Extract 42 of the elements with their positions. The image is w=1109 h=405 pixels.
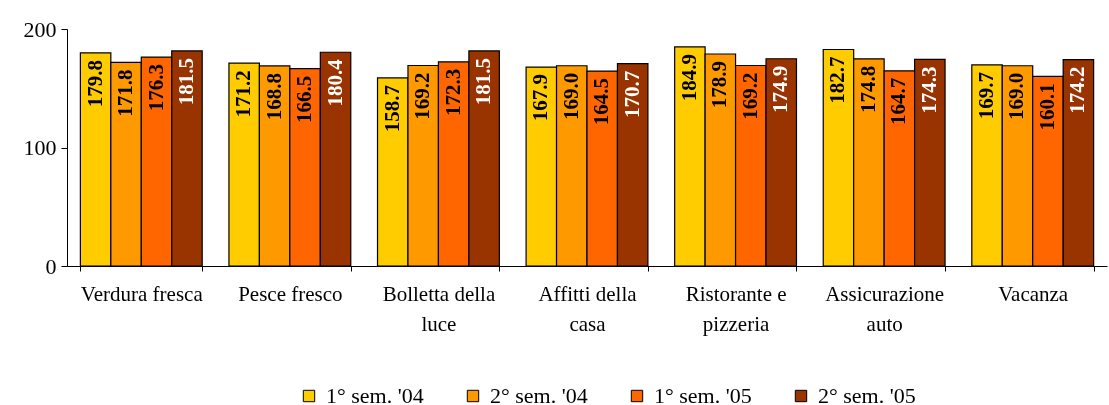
- data-label: 160.1: [1034, 83, 1059, 131]
- data-label: 174.2: [1065, 66, 1090, 114]
- data-label: 158.7: [379, 84, 404, 133]
- data-label: 169.7: [974, 71, 999, 120]
- data-label: 172.3: [440, 68, 465, 117]
- data-label: 180.4: [322, 58, 347, 107]
- data-label: 174.9: [768, 65, 793, 113]
- data-label: 169.2: [410, 72, 435, 120]
- legend-label: 2° sem. '04: [490, 383, 588, 405]
- data-label: 176.3: [143, 64, 168, 112]
- legend-label: 1° sem. '05: [654, 383, 752, 405]
- data-label: 169.2: [737, 72, 762, 120]
- y-tick-label: 200: [23, 16, 57, 42]
- x-tick-label: Affitti della casa: [538, 281, 638, 336]
- data-label: 181.5: [173, 57, 198, 106]
- x-tick-label: Ristorante e pizzeria: [685, 281, 787, 336]
- data-label: 164.7: [886, 77, 911, 126]
- data-label: 181.5: [471, 57, 496, 106]
- data-label: 167.9: [528, 74, 553, 122]
- legend-label: 1° sem. '04: [326, 383, 424, 405]
- data-label: 174.3: [916, 66, 941, 114]
- data-label: 171.2: [231, 70, 256, 118]
- x-tick-label: Verdura fresca: [80, 281, 204, 306]
- data-label: 171.8: [113, 69, 138, 117]
- data-label: 168.8: [261, 72, 286, 121]
- legend-label: 2° sem. '05: [818, 383, 916, 405]
- data-label: 179.8: [82, 59, 107, 108]
- data-label: 169.0: [1004, 72, 1029, 120]
- y-tick-label: 0: [45, 253, 57, 279]
- data-label: 174.8: [855, 65, 880, 114]
- x-tick-label: Vacanza: [998, 281, 1069, 306]
- data-label: 182.7: [825, 56, 850, 104]
- x-tick-label: Assicurazione auto: [825, 281, 945, 336]
- data-label: 164.5: [589, 78, 614, 126]
- data-label: 184.9: [676, 53, 701, 102]
- x-tick-label: Pesce fresco: [238, 281, 343, 306]
- y-tick-label: 100: [23, 135, 57, 160]
- data-label: 169.0: [558, 72, 583, 120]
- data-label: 166.5: [292, 75, 317, 123]
- data-label: 170.7: [619, 70, 644, 118]
- x-tick-label: Bolletta della luce: [382, 281, 496, 336]
- data-label: 178.9: [707, 61, 732, 109]
